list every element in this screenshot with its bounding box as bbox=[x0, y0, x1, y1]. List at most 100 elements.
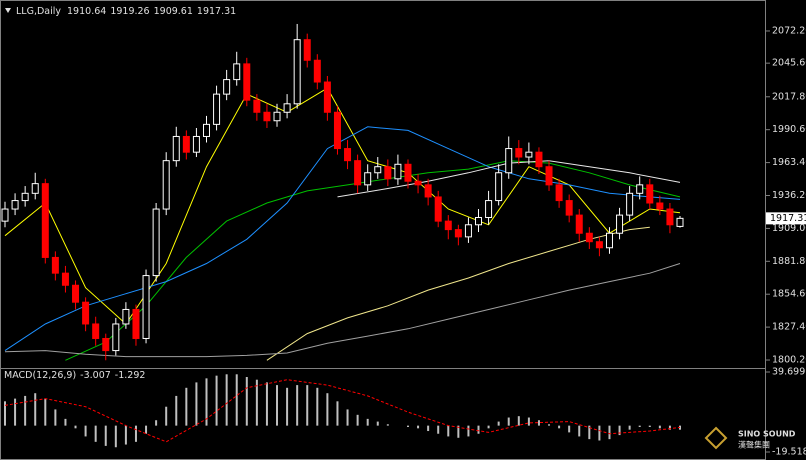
header-close: 1917.31 bbox=[197, 6, 236, 17]
candle-body bbox=[515, 148, 523, 158]
candle-body bbox=[72, 284, 80, 303]
candle-body bbox=[475, 217, 483, 226]
y-tick-label: 1990.60 bbox=[772, 124, 806, 135]
watermark-subtext: 漢聲集團 bbox=[738, 440, 770, 450]
candle-body bbox=[636, 184, 644, 194]
y-tick-label: 1963.40 bbox=[772, 157, 806, 168]
candle-body bbox=[344, 148, 352, 162]
candle-body bbox=[656, 202, 664, 210]
candle-body bbox=[152, 208, 160, 277]
candle-body bbox=[112, 323, 120, 352]
candle-body bbox=[102, 337, 110, 352]
y-tick-label: 1854.60 bbox=[772, 289, 806, 300]
candle-body bbox=[454, 229, 462, 238]
candle-body bbox=[354, 160, 362, 186]
candle-body bbox=[575, 214, 583, 234]
candle-body bbox=[555, 184, 563, 202]
y-tick-label: 2045.60 bbox=[772, 58, 806, 69]
candle-body bbox=[505, 148, 513, 174]
candle-body bbox=[485, 200, 493, 219]
y-tick-label: 39.699 bbox=[772, 367, 805, 378]
chart-title: LLG,Daily bbox=[16, 6, 61, 17]
candle-body bbox=[495, 172, 503, 202]
candle-body bbox=[82, 301, 90, 325]
candle-body bbox=[364, 172, 372, 186]
candle-body bbox=[1, 208, 9, 222]
header-arrow bbox=[5, 8, 11, 13]
candle-body bbox=[213, 93, 221, 125]
candle-body bbox=[21, 192, 29, 202]
candle-body bbox=[585, 232, 593, 243]
candle-body bbox=[202, 123, 210, 137]
candle-body bbox=[122, 308, 130, 325]
candle-body bbox=[61, 272, 69, 286]
moving-average bbox=[4, 126, 681, 352]
y-tick-label: 1827.40 bbox=[772, 322, 806, 333]
candle-body bbox=[162, 160, 170, 210]
candle-body bbox=[132, 308, 140, 339]
candle-body bbox=[646, 184, 654, 204]
candle-body bbox=[92, 323, 100, 339]
y-tick-label: 2072.20 bbox=[772, 25, 806, 36]
macd-signal-line bbox=[4, 379, 681, 443]
y-tick-label: 1909.00 bbox=[772, 223, 806, 234]
candle-body bbox=[223, 79, 231, 95]
candle-body bbox=[182, 135, 190, 153]
candle-body bbox=[31, 183, 39, 194]
candle-body bbox=[666, 208, 674, 226]
candle-body bbox=[424, 184, 432, 198]
candle-body bbox=[444, 220, 452, 231]
header-high: 1919.26 bbox=[110, 6, 149, 17]
candle-body bbox=[464, 224, 472, 238]
header-open: 1910.64 bbox=[67, 6, 106, 17]
moving-average bbox=[266, 226, 650, 361]
candle-body bbox=[233, 63, 241, 81]
candle-body bbox=[303, 39, 311, 61]
candle-body bbox=[323, 81, 331, 113]
candle-body bbox=[676, 217, 684, 227]
candle-body bbox=[313, 59, 321, 83]
plot-frame bbox=[0, 0, 766, 460]
candle-body bbox=[394, 163, 402, 180]
y-tick-label: 2017.80 bbox=[772, 91, 806, 102]
candle-body bbox=[545, 166, 553, 186]
macd-header: MACD(12,26,9) -3.007 -1.292 bbox=[4, 370, 145, 381]
last-price-label: 1917.31 bbox=[770, 213, 806, 224]
candle-body bbox=[565, 200, 573, 216]
candle-body bbox=[243, 63, 251, 101]
candle-body bbox=[172, 135, 180, 162]
candle-body bbox=[253, 99, 261, 113]
moving-average bbox=[4, 87, 681, 325]
candle-body bbox=[273, 111, 281, 122]
last-price-box bbox=[766, 212, 806, 225]
candle-body bbox=[293, 39, 301, 105]
candle-body bbox=[41, 183, 49, 258]
candle-body bbox=[192, 135, 200, 153]
candle-body bbox=[626, 192, 634, 216]
candle-body bbox=[414, 180, 422, 186]
moving-average bbox=[4, 263, 681, 358]
candle-body bbox=[374, 166, 382, 174]
macd-signal: -1.292 bbox=[115, 370, 146, 381]
candle-body bbox=[525, 151, 533, 158]
candle-body bbox=[535, 151, 543, 168]
candle-body bbox=[283, 103, 291, 113]
y-tick-label: 1936.20 bbox=[772, 190, 806, 201]
macd-title: MACD(12,26,9) bbox=[4, 370, 76, 381]
y-tick-label: -19.518 bbox=[772, 447, 806, 458]
candle-body bbox=[263, 111, 271, 122]
macd-main: -3.007 bbox=[80, 370, 111, 381]
candle-body bbox=[384, 166, 392, 180]
y-tick-label: 1800.20 bbox=[772, 355, 806, 366]
chart-header: LLG,Daily 1910.64 1919.26 1909.61 1917.31 bbox=[16, 6, 236, 17]
watermark-logo bbox=[704, 426, 728, 450]
candle-body bbox=[11, 200, 19, 210]
watermark-text: SINO SOUND bbox=[738, 430, 796, 439]
y-tick-label: 1881.80 bbox=[772, 256, 806, 267]
candle-body bbox=[333, 111, 341, 150]
candle-body bbox=[404, 163, 412, 182]
header-low: 1909.61 bbox=[154, 6, 193, 17]
candle-body bbox=[595, 241, 603, 249]
